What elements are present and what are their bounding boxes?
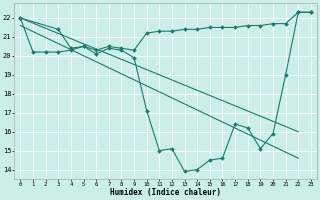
X-axis label: Humidex (Indice chaleur): Humidex (Indice chaleur): [110, 188, 221, 197]
